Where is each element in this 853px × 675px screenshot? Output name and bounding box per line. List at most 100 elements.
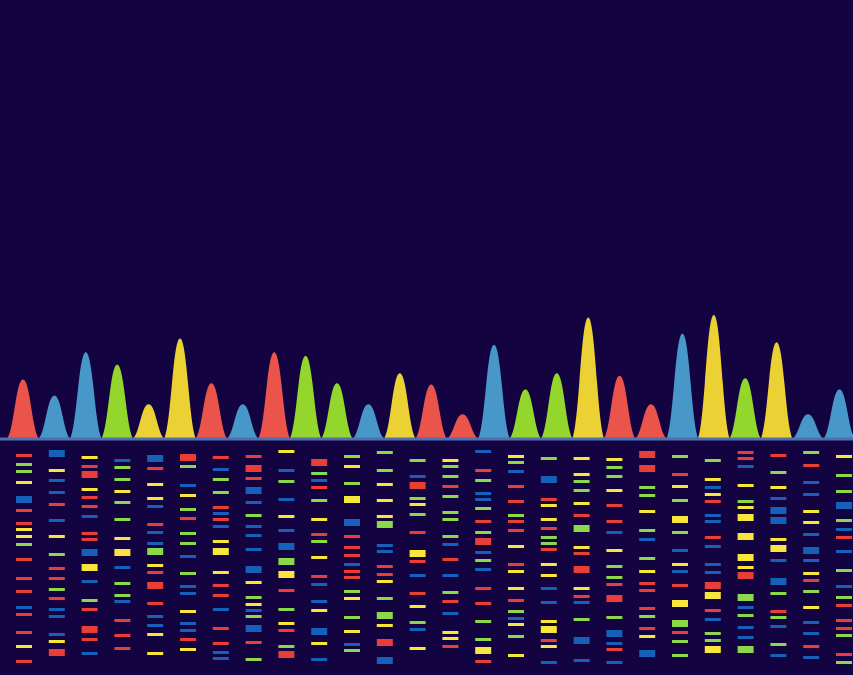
gel-band xyxy=(508,654,524,657)
gel-band xyxy=(311,642,328,645)
gel-band xyxy=(639,570,656,573)
gel-band xyxy=(311,459,328,466)
gel-band xyxy=(147,523,164,526)
gel-band xyxy=(508,635,524,638)
gel-band xyxy=(48,597,65,600)
gel-band xyxy=(639,650,656,657)
gel-band xyxy=(16,543,32,546)
gel-band xyxy=(475,568,492,571)
gel-band xyxy=(16,522,32,525)
gel-band xyxy=(376,580,393,583)
gel-band xyxy=(114,600,131,603)
gel-band xyxy=(540,639,557,642)
gel-band xyxy=(475,450,492,453)
gel-band xyxy=(81,626,98,633)
gel-lane xyxy=(639,451,656,657)
chromatogram-peak-blue xyxy=(38,395,71,439)
gel-band xyxy=(147,483,164,486)
gel-band xyxy=(376,469,393,472)
gel-band xyxy=(147,564,164,567)
gel-band xyxy=(278,645,295,648)
gel-band xyxy=(639,465,656,472)
gel-band xyxy=(508,470,524,473)
gel-band xyxy=(114,490,131,493)
gel-lane xyxy=(475,450,492,663)
gel-band xyxy=(81,549,98,556)
gel-band xyxy=(836,455,852,458)
gel-band xyxy=(573,473,590,476)
gel-band xyxy=(803,451,820,454)
gel-band xyxy=(540,527,557,530)
gel-band xyxy=(606,630,623,637)
gel-band xyxy=(114,619,131,622)
gel-band xyxy=(114,537,131,540)
chromatogram-peak-blue xyxy=(792,414,824,439)
gel-band xyxy=(311,658,328,661)
gel-band xyxy=(704,486,721,489)
gel-band xyxy=(344,546,360,549)
gel-band xyxy=(376,483,393,486)
gel-band xyxy=(278,498,295,501)
chromatogram-peaks xyxy=(7,315,853,439)
gel-band xyxy=(803,559,820,562)
gel-lane xyxy=(704,459,721,653)
gel-band xyxy=(48,640,65,643)
gel-lane xyxy=(803,451,820,659)
gel-band xyxy=(212,608,229,611)
gel-band xyxy=(212,540,229,543)
gel-band xyxy=(147,505,164,508)
gel-band xyxy=(180,629,196,632)
gel-band xyxy=(508,485,524,488)
gel-band xyxy=(212,512,229,515)
gel-band xyxy=(672,600,688,607)
gel-band xyxy=(540,563,557,566)
gel-band xyxy=(245,534,262,537)
gel-band xyxy=(836,550,852,553)
gel-lane xyxy=(442,459,459,648)
gel-band xyxy=(376,573,393,576)
gel-band xyxy=(475,538,492,545)
gel-lane xyxy=(409,459,426,650)
gel-band xyxy=(737,554,754,561)
gel-band xyxy=(442,591,459,594)
gel-lane xyxy=(212,456,229,660)
gel-band xyxy=(475,620,492,623)
gel-band xyxy=(573,552,590,555)
gel-band xyxy=(278,529,295,532)
gel-band xyxy=(114,549,131,556)
gel-band xyxy=(344,597,360,600)
gel-band xyxy=(16,558,32,561)
gel-band xyxy=(245,501,262,504)
gel-band xyxy=(344,616,360,619)
gel-band xyxy=(704,536,721,539)
gel-band xyxy=(311,486,328,489)
gel-band xyxy=(81,471,98,478)
gel-band xyxy=(836,604,852,607)
gel-band xyxy=(16,631,32,634)
gel-band xyxy=(573,480,590,483)
gel-band xyxy=(245,465,262,472)
gel-band xyxy=(442,574,459,577)
gel-band xyxy=(48,567,65,570)
gel-band xyxy=(344,563,360,566)
gel-band xyxy=(508,529,524,532)
gel-band xyxy=(508,623,524,626)
gel-band xyxy=(409,482,426,489)
chromatogram-peak-red xyxy=(195,383,228,439)
gel-band xyxy=(147,582,164,589)
gel-band xyxy=(48,535,65,538)
gel-band xyxy=(540,498,557,501)
gel-band xyxy=(737,606,754,609)
gel-lane xyxy=(81,456,98,655)
gel-band xyxy=(16,535,32,538)
gel-band xyxy=(737,465,754,468)
gel-band xyxy=(540,518,557,521)
gel-band xyxy=(81,505,98,508)
gel-band xyxy=(836,653,852,656)
gel-band xyxy=(803,656,820,659)
gel-band xyxy=(409,497,426,500)
gel-band xyxy=(770,610,787,613)
gel-band xyxy=(803,547,820,554)
